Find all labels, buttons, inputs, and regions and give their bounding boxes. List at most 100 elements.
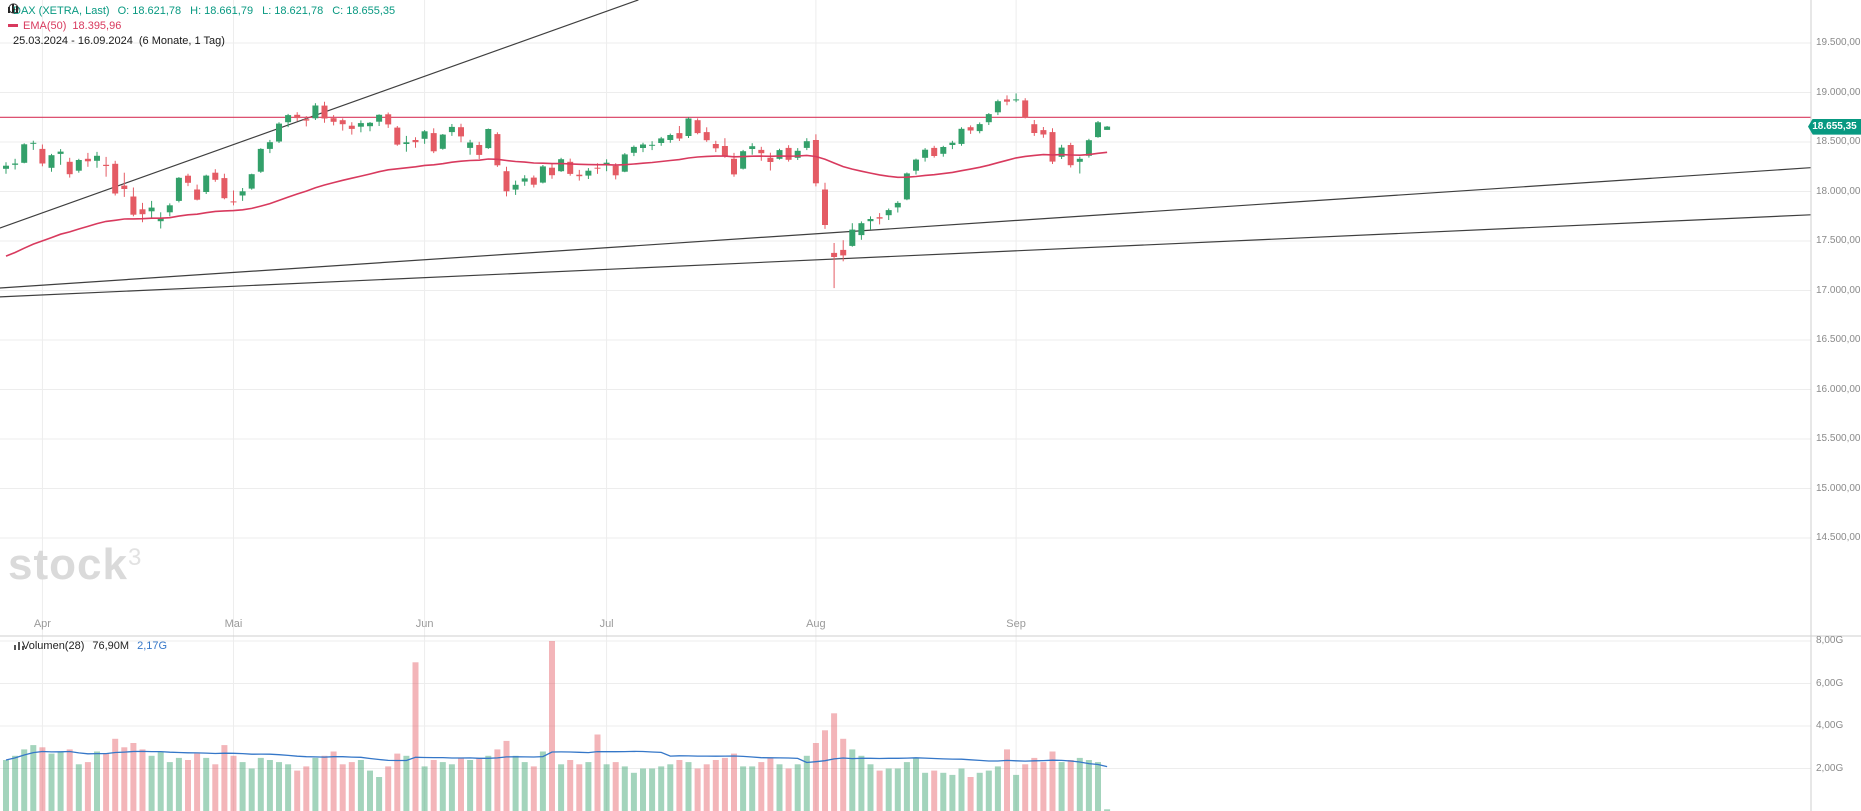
volume-bar bbox=[348, 762, 355, 811]
candle-body bbox=[1013, 99, 1020, 101]
volume-bar bbox=[157, 751, 164, 811]
candle-body bbox=[549, 167, 555, 176]
candle-body bbox=[48, 155, 55, 168]
candle-body bbox=[1004, 99, 1010, 102]
volume-bar bbox=[512, 755, 519, 811]
candle-body bbox=[166, 205, 173, 213]
volume-bar bbox=[758, 762, 765, 811]
candle-body bbox=[676, 133, 683, 139]
volume-bars bbox=[3, 641, 1111, 811]
candle-body bbox=[485, 129, 492, 149]
volume-bar bbox=[430, 760, 437, 811]
candle-body bbox=[876, 217, 883, 219]
candle-body bbox=[758, 149, 765, 154]
volume-bar bbox=[203, 757, 210, 811]
candle-body bbox=[931, 147, 938, 156]
candle-body bbox=[640, 144, 646, 148]
candle-body bbox=[412, 140, 419, 143]
candle-body bbox=[1104, 126, 1111, 130]
range-row: 25.03.2024 - 16.09.2024 (6 Monate, 1 Tag… bbox=[8, 3, 404, 48]
volume-bar bbox=[266, 760, 273, 811]
month-label: Apr bbox=[33, 618, 51, 630]
volume-bar bbox=[785, 768, 792, 811]
volume-ma-line[interactable] bbox=[5, 750, 1108, 768]
candle-body bbox=[630, 146, 637, 153]
trendline[interactable] bbox=[0, 214, 1811, 298]
low-quote: L: 18.621,78 bbox=[262, 4, 324, 17]
candle-body bbox=[685, 118, 692, 136]
candle-body bbox=[112, 163, 119, 194]
price-axis-label: 14.500,00 bbox=[1816, 532, 1861, 543]
price-axis[interactable]: 19.500,00 19.000,00 18.500,00 18.000,00 17.5… bbox=[1812, 0, 1861, 811]
candle-body bbox=[858, 223, 865, 236]
volume-bar bbox=[148, 755, 155, 811]
candle-body bbox=[403, 142, 410, 144]
candle-body bbox=[439, 134, 446, 149]
ema-line[interactable] bbox=[5, 151, 1108, 257]
candle-body bbox=[940, 147, 947, 154]
candle-body bbox=[776, 150, 783, 159]
candle-body bbox=[57, 151, 64, 154]
candle-body bbox=[221, 178, 228, 199]
candle-body bbox=[649, 144, 656, 146]
candle-body bbox=[448, 126, 455, 133]
volume-bar bbox=[630, 772, 637, 811]
volume-bar bbox=[731, 753, 737, 811]
volume-bar bbox=[367, 770, 373, 811]
candle-body bbox=[185, 175, 191, 183]
month-label: Jun bbox=[415, 618, 434, 630]
volume-ma-value: 2,17G bbox=[137, 640, 168, 652]
volume-bar bbox=[48, 753, 55, 811]
volume-bar bbox=[1031, 757, 1038, 811]
volume-bar bbox=[712, 760, 719, 811]
volume-bar bbox=[1076, 757, 1083, 811]
candle-body bbox=[194, 189, 201, 200]
price-axis-label: 18.500,00 bbox=[1816, 136, 1861, 147]
candle-body bbox=[75, 160, 82, 171]
candle-body bbox=[1022, 100, 1029, 118]
candle-body bbox=[576, 174, 583, 177]
volume-bar bbox=[958, 768, 965, 811]
volume-bar bbox=[721, 757, 728, 811]
trendline[interactable] bbox=[0, 167, 1811, 289]
volume-bar bbox=[812, 743, 819, 811]
volume-bar bbox=[321, 755, 328, 811]
volume-bar bbox=[294, 770, 301, 811]
candle-body bbox=[922, 149, 929, 158]
volume-bar bbox=[767, 757, 774, 811]
volume-bar bbox=[112, 738, 119, 811]
candle-body bbox=[512, 184, 519, 190]
time-axis[interactable]: Apr Mai Jun Jul Aug Sep bbox=[0, 616, 1811, 634]
volume-bar bbox=[3, 760, 9, 811]
price-axis-label: 17.500,00 bbox=[1816, 235, 1861, 246]
volume-bar bbox=[922, 772, 929, 811]
volume-bar bbox=[885, 768, 892, 811]
candle-body bbox=[357, 123, 364, 127]
candle-body bbox=[494, 134, 501, 166]
interval-label: (6 Monate, 1 Tag) bbox=[138, 34, 225, 47]
candle-body bbox=[612, 165, 619, 176]
volume-bar bbox=[740, 766, 747, 811]
volume-bar bbox=[103, 753, 110, 811]
volume-bar bbox=[858, 755, 865, 811]
volume-bar bbox=[494, 749, 501, 811]
candle-body bbox=[3, 165, 9, 169]
candle-body bbox=[21, 144, 28, 163]
volume-bar bbox=[276, 762, 282, 811]
symbol-label[interactable]: DAX (XETRA, Last) bbox=[13, 4, 110, 17]
price-axis-label: 15.500,00 bbox=[1816, 433, 1861, 444]
volume-bar bbox=[585, 762, 592, 811]
volume-label[interactable]: Volumen(28) bbox=[22, 640, 85, 652]
price-axis-label: 16.000,00 bbox=[1816, 383, 1861, 395]
candle-body bbox=[794, 150, 801, 158]
candle-body bbox=[731, 158, 737, 175]
candle-body bbox=[1040, 130, 1047, 135]
volume-bar bbox=[949, 774, 956, 811]
volume-current-value: 76,90M bbox=[92, 640, 130, 652]
candle-body bbox=[831, 252, 838, 257]
volume-bar bbox=[66, 749, 73, 811]
volume-bar bbox=[685, 762, 692, 811]
ema-label[interactable]: EMA(50) bbox=[23, 19, 67, 32]
trendline[interactable] bbox=[0, 0, 639, 229]
